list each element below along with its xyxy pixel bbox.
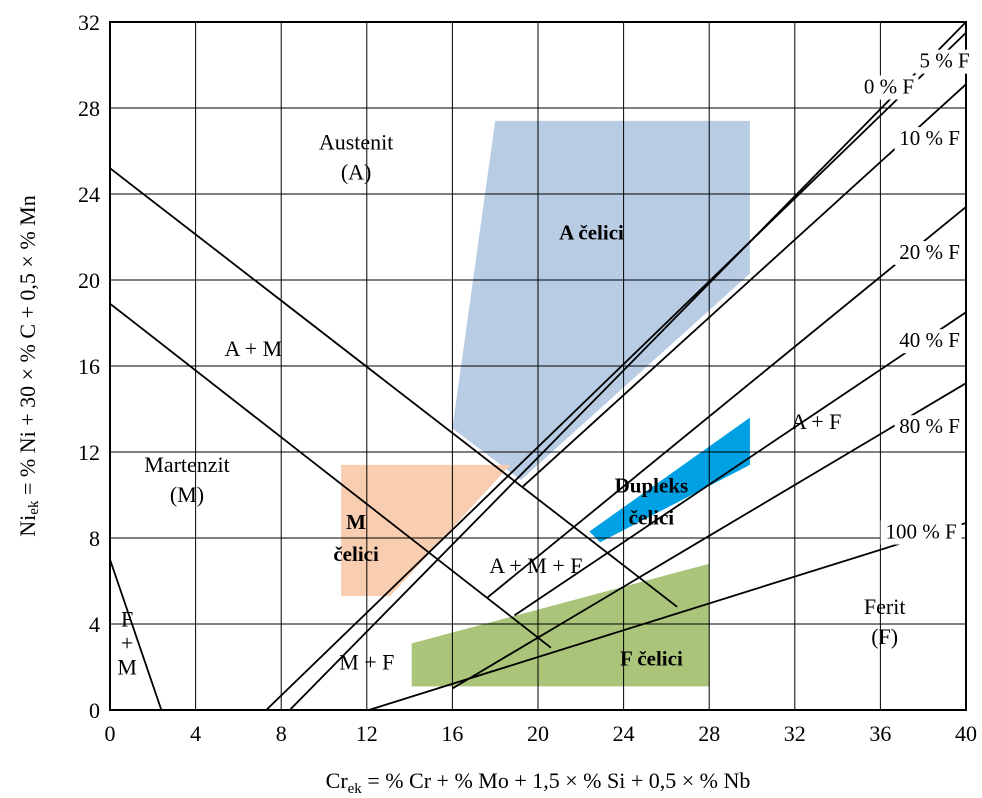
boundary-line-a-m-upper [109,167,678,608]
ferrite-percent-label: 100 % F [885,520,956,544]
phase-region-label: (M) [170,482,204,507]
ferrite-line [522,83,967,488]
constitution-lines [109,21,967,711]
ferrite-line [451,382,967,690]
steel-category-label: A čelici [559,221,624,245]
steel-category-label: Dupleks [615,473,689,497]
ferrite-line [513,311,967,617]
label-backdrop [894,241,965,266]
phase-region-label: (F) [871,624,898,649]
phase-region-label: M + F [339,650,394,675]
y-tick-label: 8 [89,526,100,551]
label-backdrop [894,415,965,440]
phase-region-label: F [121,606,133,631]
x-tick-label: 12 [356,721,378,746]
label-backdrop [880,520,962,545]
axis-ticks: 0 4 8 12 16 20 24 28 32 36 40 0 4 8 12 16 20 24 28 32 [78,10,977,746]
ferrite-percent-label: 0 % F [864,75,914,99]
ferrite-percent-label: 20 % F [899,240,960,264]
phase-region-label: (A) [341,159,372,184]
x-tick-label: 4 [190,721,201,746]
region-duplex [589,417,750,543]
y-tick-label: 0 [89,698,100,723]
ferrite-percent-label: 10 % F [899,126,960,150]
x-tick-label: 36 [869,721,891,746]
ferrite-line [265,32,967,711]
y-tick-label: 24 [78,182,100,207]
x-tick-label: 0 [105,721,116,746]
steel-regions [341,120,750,687]
boundary-line-a-m-lower [109,302,552,649]
steel-category-label: čelici [629,505,675,529]
x-axis-title: Crek = % Cr + % Mo + 1,5 × % Si + 0,5 × … [326,768,751,797]
region-martensitic [341,464,511,596]
y-tick-label: 4 [89,612,100,637]
ferrite-percent-label: 5 % F [920,49,970,73]
y-tick-label: 32 [78,10,100,35]
region-austenitic [452,120,750,481]
x-tick-label: 40 [955,721,977,746]
x-tick-label: 20 [527,721,549,746]
x-tick-label: 8 [276,721,287,746]
phase-region-label: Austenit [319,129,394,154]
y-tick-label: 12 [78,440,100,465]
y-axis-title: Niek = % Ni + 30 × % C + 0,5 × % Mn [15,195,42,536]
region-labels: 0 % F5 % F 10 % F 20 % F 40 % F 80 % F 100 % … [117,49,975,679]
steel-category-label: F čelici [620,646,683,670]
phase-region-label: A + F [791,409,841,434]
x-tick-label: 28 [698,721,720,746]
ferrite-line [289,21,967,711]
y-tick-label: 16 [78,354,100,379]
phase-region-label: Ferit [864,594,906,619]
axis-titles: Crek = % Cr + % Mo + 1,5 × % Si + 0,5 × … [15,195,750,797]
x-tick-label: 24 [613,721,635,746]
phase-region-label: M [117,654,137,679]
steel-category-label: M [346,510,366,534]
ferrite-line [486,206,967,599]
grid-lines [110,22,966,710]
plot-frame [109,21,967,711]
y-tick-label: 20 [78,268,100,293]
x-tick-label: 32 [784,721,806,746]
ferrite-line [368,522,967,711]
phase-region-label: A + M + F [489,553,582,578]
x-tick-label: 16 [441,721,463,746]
label-backdrop [859,75,919,100]
steel-category-label: čelici [333,542,379,566]
label-backdrop [915,49,975,74]
ferrite-percent-label: 40 % F [899,328,960,352]
boundary-line-f-m [109,559,163,711]
phase-region-label: + [121,630,133,655]
ferrite-percent-label: 80 % F [899,414,960,438]
y-tick-label: 28 [78,96,100,121]
label-backdrop [894,127,965,152]
phase-region-label: Martenzit [144,452,230,477]
label-backdrop [894,329,965,354]
phase-region-label: A + M [225,336,283,361]
